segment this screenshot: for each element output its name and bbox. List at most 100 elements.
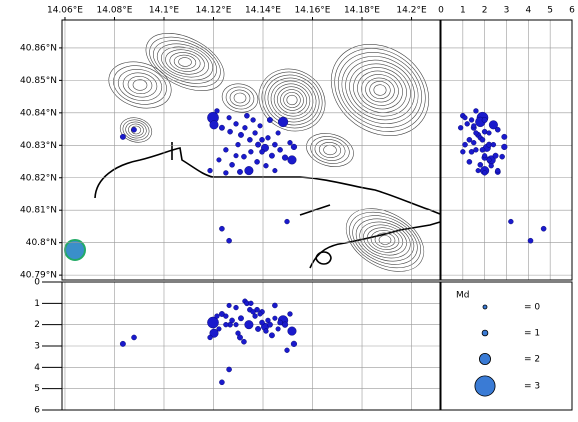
depth-tick-label: 2: [482, 6, 488, 16]
depth-tick-label: 2: [34, 320, 40, 330]
event-lat-depth: [501, 143, 508, 151]
event-map: [248, 149, 254, 155]
contour: [363, 224, 407, 256]
x-tick-label: 14.08°E: [97, 6, 133, 16]
event-map: [257, 123, 263, 129]
x-tick-label: 14.16°E: [295, 6, 331, 16]
island: [315, 251, 332, 265]
x-tick-label: 14.18°E: [344, 6, 380, 16]
event-map: [252, 130, 258, 136]
event-depth-lon: [267, 321, 273, 328]
depth-tick-label: 6: [569, 6, 575, 16]
event-map: [250, 117, 256, 123]
contour: [365, 77, 395, 103]
event-map: [247, 136, 253, 143]
panel-frame: [440, 19, 573, 281]
event-depth-lon: [272, 302, 278, 309]
contour: [341, 56, 419, 124]
contour: [378, 235, 392, 245]
event-depth-lon: [241, 338, 247, 345]
event-lat-depth: [458, 125, 464, 131]
event-map: [223, 147, 229, 153]
contour: [283, 92, 301, 108]
depth-tick-label: 1: [34, 299, 40, 309]
event-depth-lon: [287, 326, 297, 336]
event-map: [219, 225, 225, 232]
depth-tick-label: 4: [34, 363, 40, 373]
legend-marker: [481, 329, 489, 337]
event-map: [216, 157, 222, 163]
event-map: [223, 170, 229, 176]
logo: [64, 239, 86, 261]
contour: [334, 48, 426, 132]
event-depth-lon: [219, 379, 225, 386]
contour: [366, 227, 404, 253]
legend-marker: [478, 352, 491, 365]
event-map: [277, 116, 289, 128]
event-lat-depth: [466, 159, 473, 165]
event-lat-depth: [481, 117, 488, 123]
event-lat-depth: [471, 140, 477, 146]
contour: [178, 57, 192, 67]
contour: [229, 89, 251, 107]
y-tick-label: 40.83°N: [20, 141, 57, 151]
event-depth-lon: [284, 347, 290, 353]
event-lat-depth: [473, 130, 479, 136]
event-lat-depth: [508, 218, 514, 225]
event-lat-depth: [479, 147, 486, 153]
event-depth-lon: [268, 332, 275, 339]
event-lat-depth: [464, 121, 470, 127]
event-lat-depth: [466, 136, 473, 143]
depth-tick-label: 6: [34, 406, 40, 416]
contour: [370, 230, 400, 250]
event-lat-depth: [490, 142, 497, 148]
contour: [353, 67, 407, 113]
event-depth-lon: [248, 300, 254, 306]
legend-marker: [474, 375, 496, 397]
y-tick-label: 40.84°N: [20, 108, 57, 118]
contour: [374, 232, 396, 248]
contour: [153, 40, 217, 84]
event-map: [233, 121, 239, 127]
contour: [258, 68, 326, 132]
event-depth-lon: [238, 315, 244, 322]
event-map: [284, 218, 290, 225]
event-map: [226, 115, 232, 121]
event-map: [207, 167, 213, 174]
contour: [149, 36, 221, 88]
contour: [119, 117, 153, 143]
event-lat-depth: [540, 225, 547, 232]
y-tick-label: 40.79°N: [20, 271, 57, 281]
depth-tick-label: 0: [34, 278, 40, 288]
event-depth-lon: [233, 322, 239, 328]
contour: [310, 136, 350, 164]
map-background: [64, 33, 441, 272]
event-map: [290, 143, 298, 151]
panel-frame: [440, 281, 573, 411]
event-lat-depth: [501, 133, 508, 140]
event-map: [244, 112, 250, 119]
event-depth-lon: [119, 340, 126, 347]
event-depth-lon: [226, 302, 232, 308]
contour: [373, 84, 387, 96]
legend-label: = 3: [524, 382, 540, 392]
contour: [156, 43, 214, 81]
event-map: [277, 147, 283, 153]
event-map: [255, 141, 261, 148]
contour: [345, 208, 425, 272]
event-lat-depth: [481, 128, 488, 135]
event-depth-lon: [272, 315, 278, 321]
contour: [352, 215, 418, 265]
contour: [173, 54, 197, 70]
event-map: [268, 152, 275, 159]
event-lat-depth: [479, 136, 486, 143]
legend-label: = 1: [524, 329, 540, 339]
contour: [323, 144, 337, 156]
event-map: [235, 142, 241, 148]
event-map: [259, 149, 265, 155]
depth-tick-label: 0: [438, 6, 444, 16]
contour: [280, 89, 304, 111]
depth-tick-label: 1: [460, 6, 466, 16]
contour: [349, 63, 411, 117]
event-depth-lon: [275, 326, 281, 332]
